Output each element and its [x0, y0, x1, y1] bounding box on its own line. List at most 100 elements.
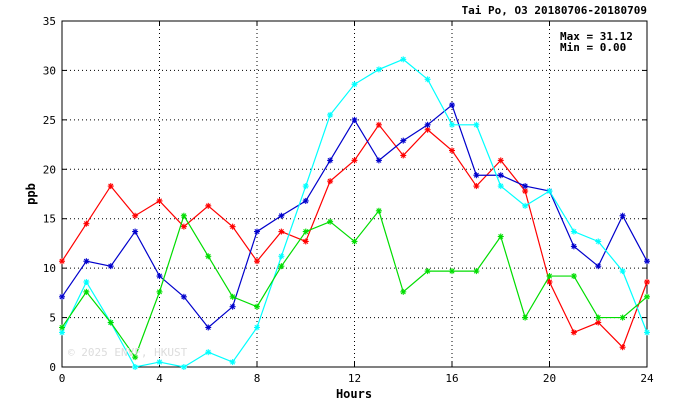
data-point [400, 137, 407, 144]
data-point [570, 273, 577, 280]
data-point [375, 207, 382, 214]
data-point [327, 218, 334, 225]
data-point [327, 111, 334, 118]
data-point [351, 157, 358, 164]
data-point [546, 273, 553, 280]
data-point [156, 359, 163, 366]
data-point [59, 258, 65, 265]
data-point [522, 202, 529, 209]
data-point [449, 102, 455, 109]
x-tick-label: 12 [348, 372, 361, 385]
min-label: Min = 0.00 [560, 41, 626, 54]
data-point [302, 183, 309, 190]
y-tick-label: 30 [43, 64, 56, 77]
data-point [619, 212, 626, 219]
data-point [570, 228, 577, 235]
data-point [205, 253, 212, 260]
data-point [595, 238, 602, 245]
data-point [229, 303, 236, 310]
data-point [132, 228, 139, 235]
data-point [132, 354, 139, 361]
data-point [449, 147, 455, 154]
data-point [254, 228, 260, 235]
data-point [327, 178, 334, 185]
data-point [302, 197, 309, 204]
series-layer [59, 56, 650, 370]
data-point [644, 329, 650, 336]
data-point [570, 329, 577, 336]
data-point [107, 319, 114, 326]
series-4 [59, 207, 650, 361]
data-point [132, 212, 139, 219]
data-point [180, 223, 187, 230]
data-point [375, 157, 382, 164]
y-tick-label: 35 [43, 15, 56, 28]
data-point [351, 238, 358, 245]
data-point [570, 243, 577, 250]
data-point [497, 183, 504, 190]
data-point [619, 344, 626, 351]
data-point [473, 172, 480, 179]
data-point [156, 197, 163, 204]
data-point [400, 288, 407, 295]
data-point [254, 258, 260, 265]
data-point [400, 152, 407, 159]
data-point [59, 293, 65, 300]
data-point [449, 268, 455, 275]
data-point [375, 66, 382, 73]
y-tick-label: 5 [49, 312, 56, 325]
data-point [546, 278, 553, 285]
data-point [278, 253, 285, 260]
data-point [375, 121, 382, 128]
data-point [302, 238, 309, 245]
x-tick-label: 20 [543, 372, 556, 385]
data-point [205, 349, 212, 356]
data-point [644, 258, 650, 265]
data-point [473, 121, 480, 128]
y-tick-label: 0 [49, 361, 56, 374]
watermark: © 2025 ENVF, HKUST [68, 346, 188, 359]
x-tick-label: 4 [156, 372, 163, 385]
data-point [229, 293, 236, 300]
chart-title: Tai Po, O3 20180706-20180709 [462, 4, 647, 17]
data-point [132, 364, 139, 370]
data-point [156, 273, 163, 280]
data-point [327, 157, 334, 164]
y-tick-label: 10 [43, 262, 56, 275]
data-point [59, 324, 65, 331]
y-tick-label: 15 [43, 213, 56, 226]
data-point [473, 183, 480, 190]
data-point [595, 319, 602, 326]
data-point [205, 202, 212, 209]
data-point [205, 324, 212, 331]
data-point [619, 268, 626, 275]
data-point [522, 183, 529, 190]
x-tick-label: 24 [640, 372, 654, 385]
data-point [83, 220, 90, 227]
data-point [229, 223, 236, 230]
data-point [302, 228, 309, 235]
data-point [278, 263, 285, 270]
data-point [229, 359, 236, 366]
data-point [497, 233, 504, 240]
x-tick-label: 16 [445, 372, 458, 385]
x-axis-label: Hours [336, 387, 372, 401]
data-point [546, 188, 553, 195]
data-point [107, 263, 114, 270]
data-point [424, 268, 431, 275]
data-point [400, 56, 407, 63]
data-point [497, 157, 504, 164]
data-point [619, 314, 626, 321]
data-point [180, 364, 187, 370]
data-point [473, 268, 480, 275]
data-point [83, 278, 90, 285]
data-point [180, 212, 187, 219]
data-point [449, 121, 455, 128]
data-point [107, 183, 114, 190]
data-point [156, 288, 163, 295]
data-point [278, 228, 285, 235]
y-axis-label: ppb [24, 183, 38, 205]
data-point [644, 293, 650, 300]
data-point [180, 293, 187, 300]
